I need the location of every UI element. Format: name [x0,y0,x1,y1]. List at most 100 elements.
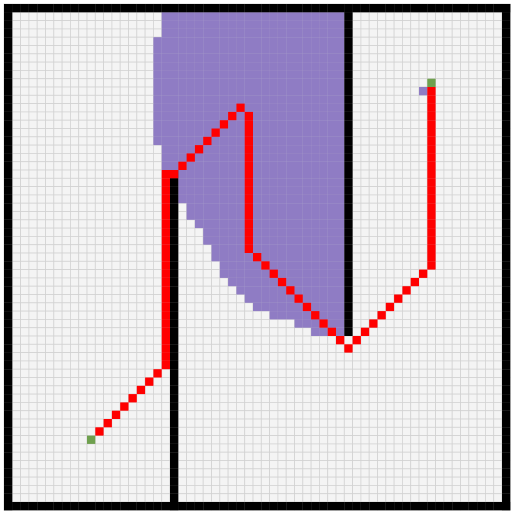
grid-cell [161,418,171,428]
grid-cell [53,53,63,63]
wall-cell-inner-wall-left [170,477,179,486]
grid-cell [468,302,478,312]
grid-cell [451,269,461,279]
grid-cell [410,418,420,428]
grid-cell [484,78,495,88]
explored-cell [261,178,270,187]
grid-cell [111,194,121,204]
grid-cell [211,352,221,362]
wall-cell-border-bottom [311,502,320,511]
explored-cell [277,244,287,253]
wall-cell-inner-wall-right [344,194,353,204]
wall-cell-border-left [4,78,13,87]
grid-cell [368,202,378,212]
grid-cell [468,451,478,461]
wall-cell-border-top [20,4,29,13]
grid-cell [53,86,63,96]
grid-cell [94,111,105,121]
grid-cell [493,252,503,262]
wall-cell-border-right [502,435,511,444]
grid-cell [36,260,46,270]
grid-cell [20,310,30,320]
wall-cell-border-top [111,4,121,13]
grid-cell [401,327,412,337]
explored-cell [277,311,287,320]
wall-cell-inner-wall-left [170,236,179,245]
grid-cell [144,360,154,370]
grid-cell [45,119,55,129]
grid-cell [235,302,246,312]
grid-cell [111,136,121,146]
explored-cell [319,236,328,245]
grid-cell [385,360,395,370]
grid-cell [28,460,38,470]
grid-cell [426,493,436,503]
wall-cell-inner-wall-left [170,485,179,494]
grid-cell [103,169,113,179]
grid-cell [11,177,22,188]
explored-cell [294,28,303,38]
grid-cell [20,426,30,436]
grid-cell [45,244,55,254]
grid-cell [302,426,312,436]
grid-cell [460,476,470,486]
wall-cell-border-bottom [485,502,494,511]
grid-cell [20,202,30,212]
wall-cell-border-bottom [261,502,270,511]
grid-cell [235,410,246,420]
grid-cell [468,252,478,262]
grid-cell [61,426,71,436]
grid-cell [70,377,80,387]
explored-cell [302,244,312,253]
grid-cell [94,277,105,287]
grid-cell [493,202,503,212]
explored-cell [302,45,312,54]
grid-cell [211,360,221,370]
grid-cell [451,260,461,270]
grid-cell [94,11,105,22]
grid-cell [111,144,121,154]
wall-cell-inner-wall-left [170,394,179,403]
grid-cell [20,53,30,63]
grid-cell [460,20,470,30]
grid-cell [45,435,55,445]
grid-cell [70,418,80,428]
explored-cell [194,12,204,21]
explored-cell [219,244,229,253]
explored-cell [153,87,162,96]
grid-cell [152,235,163,246]
grid-cell [418,385,428,395]
grid-cell [294,368,304,378]
grid-cell [119,94,129,105]
grid-cell [152,443,163,453]
grid-cell [418,426,428,436]
grid-cell [393,460,403,470]
grid-cell [260,335,270,345]
explored-cell [319,128,328,137]
wall-cell-border-left [4,319,13,328]
grid-cell [352,152,362,163]
grid-cell [70,20,80,30]
grid-cell [20,136,30,146]
grid-cell [368,169,378,179]
explored-cell [302,219,312,229]
grid-cell [468,235,478,246]
grid-cell [20,418,30,428]
grid-cell [45,186,55,196]
path-cell [427,87,436,96]
grid-cell [244,410,254,420]
explored-cell [228,70,237,79]
wall-cell-border-bottom [120,502,129,511]
wall-cell-border-left [4,120,13,129]
grid-cell [393,410,403,420]
grid-cell [426,385,436,395]
grid-cell [484,161,495,171]
wall-cell-border-left [4,327,13,336]
grid-cell [451,86,461,96]
grid-cell [53,144,63,154]
grid-cell [202,393,212,403]
grid-cell [360,45,370,55]
grid-cell [302,327,312,337]
explored-cell [277,170,287,179]
grid-cell [119,285,129,295]
